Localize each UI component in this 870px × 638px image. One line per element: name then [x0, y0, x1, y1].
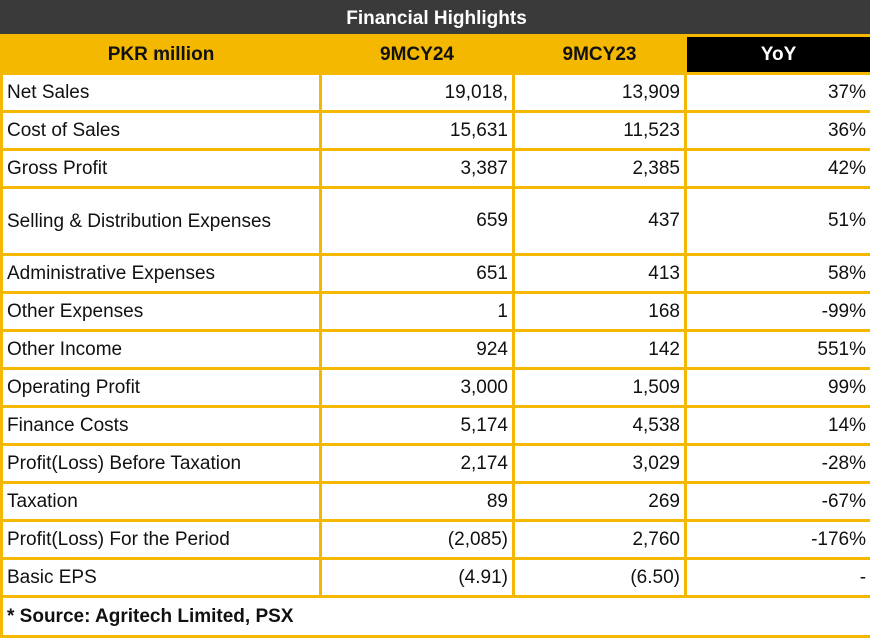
row-label: Gross Profit — [2, 150, 321, 188]
row-label: Finance Costs — [2, 407, 321, 445]
table-row-administrative-expenses: Administrative Expenses 651 413 58% — [2, 255, 870, 293]
table-row-basic-eps: Basic EPS (4.91) (6.50) - — [2, 559, 870, 597]
row-label: Basic EPS — [2, 559, 321, 597]
value-9mcy24: 1 — [321, 293, 514, 331]
header-9mcy23: 9MCY23 — [514, 36, 686, 74]
value-9mcy24: 659 — [321, 188, 514, 255]
table-row-other-income: Other Income 924 142 551% — [2, 331, 870, 369]
value-yoy: -67% — [686, 483, 870, 521]
row-label: Other Income — [2, 331, 321, 369]
value-9mcy23: 413 — [514, 255, 686, 293]
value-yoy: - — [686, 559, 870, 597]
value-9mcy24: 924 — [321, 331, 514, 369]
value-9mcy24: 651 — [321, 255, 514, 293]
value-9mcy24: (2,085) — [321, 521, 514, 559]
row-label: Net Sales — [2, 74, 321, 112]
row-label: Profit(Loss) For the Period — [2, 521, 321, 559]
value-9mcy23: 2,385 — [514, 150, 686, 188]
source-row: * Source: Agritech Limited, PSX — [2, 597, 870, 637]
table-row-net-sales: Net Sales 19,018, 13,909 37% — [2, 74, 870, 112]
row-label: Cost of Sales — [2, 112, 321, 150]
table-header-row: PKR million 9MCY24 9MCY23 YoY — [2, 36, 870, 74]
value-yoy: -99% — [686, 293, 870, 331]
table-row-selling-distribution: Selling & Distribution Expenses 659 437 … — [2, 188, 870, 255]
table-row-profit-before-taxation: Profit(Loss) Before Taxation 2,174 3,029… — [2, 445, 870, 483]
header-pkr-million: PKR million — [2, 36, 321, 74]
value-yoy: 551% — [686, 331, 870, 369]
value-9mcy23: 437 — [514, 188, 686, 255]
value-9mcy24: 3,387 — [321, 150, 514, 188]
value-9mcy24: 2,174 — [321, 445, 514, 483]
value-yoy: -28% — [686, 445, 870, 483]
value-9mcy23: 2,760 — [514, 521, 686, 559]
value-9mcy23: 11,523 — [514, 112, 686, 150]
value-9mcy24: 3,000 — [321, 369, 514, 407]
row-label: Taxation — [2, 483, 321, 521]
value-yoy: 14% — [686, 407, 870, 445]
row-label: Profit(Loss) Before Taxation — [2, 445, 321, 483]
value-yoy: 58% — [686, 255, 870, 293]
value-9mcy23: 3,029 — [514, 445, 686, 483]
table-title: Financial Highlights — [2, 2, 870, 36]
table-row-gross-profit: Gross Profit 3,387 2,385 42% — [2, 150, 870, 188]
value-yoy: -176% — [686, 521, 870, 559]
row-label: Administrative Expenses — [2, 255, 321, 293]
value-9mcy23: 168 — [514, 293, 686, 331]
value-9mcy24: 19,018, — [321, 74, 514, 112]
value-9mcy24: (4.91) — [321, 559, 514, 597]
table-row-cost-of-sales: Cost of Sales 15,631 11,523 36% — [2, 112, 870, 150]
header-9mcy24: 9MCY24 — [321, 36, 514, 74]
row-label: Selling & Distribution Expenses — [2, 188, 321, 255]
value-yoy: 99% — [686, 369, 870, 407]
table-row-profit-for-period: Profit(Loss) For the Period (2,085) 2,76… — [2, 521, 870, 559]
value-yoy: 42% — [686, 150, 870, 188]
value-9mcy23: (6.50) — [514, 559, 686, 597]
table-row-finance-costs: Finance Costs 5,174 4,538 14% — [2, 407, 870, 445]
row-label: Other Expenses — [2, 293, 321, 331]
value-yoy: 51% — [686, 188, 870, 255]
value-9mcy24: 89 — [321, 483, 514, 521]
table-row-operating-profit: Operating Profit 3,000 1,509 99% — [2, 369, 870, 407]
value-yoy: 36% — [686, 112, 870, 150]
table-title-row: Financial Highlights — [2, 2, 870, 36]
source-note: * Source: Agritech Limited, PSX — [2, 597, 870, 637]
value-9mcy24: 5,174 — [321, 407, 514, 445]
value-9mcy23: 13,909 — [514, 74, 686, 112]
value-9mcy24: 15,631 — [321, 112, 514, 150]
value-yoy: 37% — [686, 74, 870, 112]
header-yoy: YoY — [686, 36, 870, 74]
value-9mcy23: 269 — [514, 483, 686, 521]
table-row-other-expenses: Other Expenses 1 168 -99% — [2, 293, 870, 331]
row-label: Operating Profit — [2, 369, 321, 407]
value-9mcy23: 142 — [514, 331, 686, 369]
value-9mcy23: 4,538 — [514, 407, 686, 445]
table-row-taxation: Taxation 89 269 -67% — [2, 483, 870, 521]
value-9mcy23: 1,509 — [514, 369, 686, 407]
